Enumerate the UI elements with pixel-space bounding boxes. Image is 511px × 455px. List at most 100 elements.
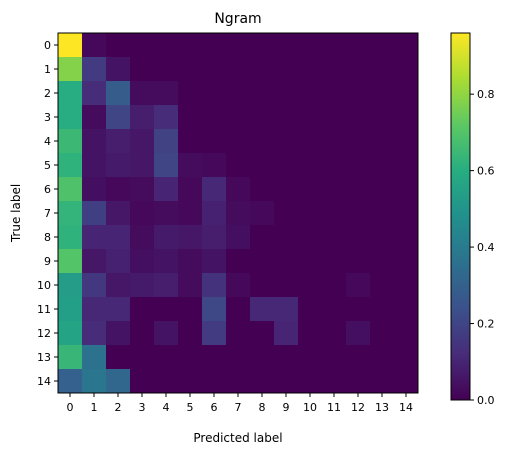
heatmap-cell [394, 369, 419, 394]
heatmap-cell [82, 321, 107, 346]
y-tick-label: 1 [44, 63, 51, 76]
heatmap-cell [58, 81, 83, 106]
y-tick-label: 8 [44, 231, 51, 244]
heatmap-cell [130, 345, 155, 370]
heatmap-cell [130, 273, 155, 298]
heatmap-cell [274, 345, 299, 370]
heatmap-cell [226, 177, 251, 202]
heatmap-cell [274, 249, 299, 274]
heatmap-cell [394, 57, 419, 82]
heatmap-cell [394, 33, 419, 58]
heatmap-cell [226, 297, 251, 322]
y-tick-label: 12 [37, 327, 51, 340]
heatmap-cell [178, 369, 203, 394]
heatmap-cell [130, 33, 155, 58]
heatmap-cell [178, 105, 203, 130]
heatmap-cell [250, 321, 275, 346]
heatmap-cell [106, 57, 131, 82]
heatmap-cell [154, 201, 179, 226]
heatmap-cell [130, 153, 155, 178]
y-tick-label: 10 [37, 279, 51, 292]
heatmap-cell [298, 81, 323, 106]
heatmap-cell [394, 249, 419, 274]
heatmap-cell [178, 177, 203, 202]
y-tick-label: 0 [44, 39, 51, 52]
heatmap-cell [274, 321, 299, 346]
heatmap-cell [178, 129, 203, 154]
heatmap-cell [346, 321, 371, 346]
heatmap-cell [154, 225, 179, 250]
x-tick-label: 1 [91, 401, 98, 414]
heatmap-cell [58, 321, 83, 346]
y-tick-label: 2 [44, 87, 51, 100]
heatmap-cell [298, 297, 323, 322]
heatmap-cell [106, 321, 131, 346]
heatmap-cell [58, 273, 83, 298]
heatmap-cell [226, 81, 251, 106]
heatmap-cell [370, 225, 395, 250]
heatmap-cell [202, 81, 227, 106]
heatmap-cell [274, 297, 299, 322]
heatmap-cell [154, 81, 179, 106]
heatmap-cell [154, 273, 179, 298]
heatmap-cell [106, 273, 131, 298]
heatmap-cell [202, 201, 227, 226]
y-tick-label: 6 [44, 183, 51, 196]
heatmap-cell [394, 225, 419, 250]
heatmap-cell [58, 225, 83, 250]
heatmap-cell [130, 129, 155, 154]
y-tick-label: 7 [44, 207, 51, 220]
heatmap-cell [346, 297, 371, 322]
heatmap-cell [274, 153, 299, 178]
heatmap-cell [322, 321, 347, 346]
heatmap-cell [226, 153, 251, 178]
heatmap-cell [106, 129, 131, 154]
heatmap-cell [82, 369, 107, 394]
heatmap-cell [250, 297, 275, 322]
heatmap-cell [178, 81, 203, 106]
heatmap-cell [82, 81, 107, 106]
heatmap-cell [82, 129, 107, 154]
heatmap-cell [250, 105, 275, 130]
heatmap-cell [82, 57, 107, 82]
heatmap-cell [298, 201, 323, 226]
heatmap-cell [274, 273, 299, 298]
heatmap-cell [370, 33, 395, 58]
y-tick-label: 4 [44, 135, 51, 148]
heatmap-cell [274, 129, 299, 154]
heatmap-cell [178, 57, 203, 82]
heatmap-cell [178, 201, 203, 226]
heatmap-cell [370, 201, 395, 226]
heatmap-cell [58, 33, 83, 58]
heatmap-cell [202, 249, 227, 274]
heatmap-cell [154, 129, 179, 154]
heatmap-cell [298, 129, 323, 154]
heatmap-cell [298, 33, 323, 58]
y-tick-label: 3 [44, 111, 51, 124]
heatmap-cell [82, 201, 107, 226]
y-axis-label: True label [9, 184, 23, 243]
heatmap-cell [202, 177, 227, 202]
heatmap-cell [274, 81, 299, 106]
heatmap-cell [226, 345, 251, 370]
heatmap-cell [394, 201, 419, 226]
heatmap-cell [250, 153, 275, 178]
heatmap-cell [394, 153, 419, 178]
heatmap-cell [58, 345, 83, 370]
heatmap-cell [250, 33, 275, 58]
heatmap-cell [154, 321, 179, 346]
x-tick-label: 14 [399, 401, 413, 414]
x-tick-label: 2 [115, 401, 122, 414]
heatmap-cell [58, 201, 83, 226]
heatmap-cell [250, 345, 275, 370]
heatmap-cell [154, 249, 179, 274]
heatmap-cell [322, 297, 347, 322]
heatmap-cell [346, 129, 371, 154]
heatmap-cell [106, 33, 131, 58]
heatmap-cell [202, 321, 227, 346]
y-tick-label: 9 [44, 255, 51, 268]
heatmap-cell [202, 369, 227, 394]
heatmap-cell [274, 57, 299, 82]
